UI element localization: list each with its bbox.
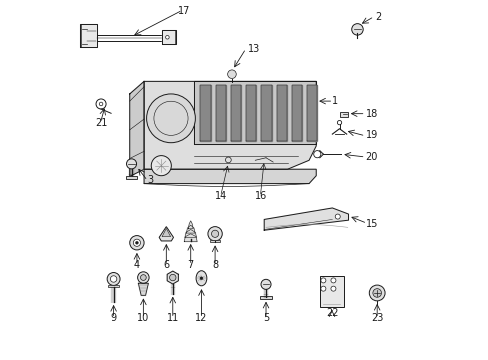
Circle shape — [107, 273, 120, 285]
Polygon shape — [162, 30, 176, 44]
Circle shape — [200, 277, 203, 280]
Polygon shape — [184, 229, 196, 237]
Polygon shape — [138, 283, 148, 296]
Polygon shape — [194, 81, 316, 144]
FancyBboxPatch shape — [319, 276, 344, 307]
Circle shape — [368, 285, 384, 301]
Circle shape — [140, 275, 146, 280]
FancyBboxPatch shape — [260, 296, 271, 299]
Text: 8: 8 — [212, 260, 218, 270]
Circle shape — [335, 214, 340, 219]
Polygon shape — [230, 85, 241, 140]
FancyBboxPatch shape — [108, 285, 119, 287]
Polygon shape — [200, 85, 210, 140]
Polygon shape — [215, 85, 225, 140]
FancyBboxPatch shape — [125, 176, 137, 179]
Polygon shape — [144, 169, 316, 184]
Polygon shape — [276, 85, 286, 140]
Text: 19: 19 — [365, 130, 377, 140]
Circle shape — [225, 157, 231, 163]
Circle shape — [330, 278, 335, 283]
Text: 23: 23 — [370, 313, 383, 323]
Circle shape — [135, 241, 138, 244]
Circle shape — [320, 286, 325, 291]
Polygon shape — [167, 271, 178, 284]
Text: 18: 18 — [365, 109, 377, 119]
Polygon shape — [159, 226, 173, 241]
Text: 2: 2 — [375, 12, 381, 22]
Circle shape — [133, 239, 140, 246]
Polygon shape — [80, 24, 97, 47]
Circle shape — [207, 226, 222, 241]
Text: 5: 5 — [263, 313, 268, 323]
Polygon shape — [186, 225, 195, 233]
Polygon shape — [188, 221, 193, 229]
Circle shape — [211, 230, 218, 237]
Circle shape — [110, 276, 117, 282]
Text: 9: 9 — [110, 313, 117, 323]
Text: 13: 13 — [247, 44, 260, 54]
Circle shape — [137, 272, 149, 283]
Polygon shape — [245, 85, 256, 140]
Polygon shape — [162, 228, 170, 237]
Circle shape — [165, 36, 169, 39]
Circle shape — [261, 279, 270, 289]
Circle shape — [351, 24, 363, 35]
Text: 4: 4 — [134, 260, 140, 270]
Circle shape — [372, 289, 381, 297]
Text: 7: 7 — [187, 260, 193, 270]
Polygon shape — [144, 81, 316, 169]
Circle shape — [126, 159, 136, 169]
Text: 11: 11 — [166, 313, 179, 323]
Text: 16: 16 — [254, 191, 266, 201]
Circle shape — [330, 286, 335, 291]
Text: 20: 20 — [365, 152, 377, 162]
Text: 14: 14 — [215, 191, 227, 201]
Text: 17: 17 — [178, 6, 190, 17]
FancyBboxPatch shape — [339, 112, 347, 117]
Circle shape — [146, 94, 195, 143]
Circle shape — [320, 278, 325, 283]
Polygon shape — [291, 85, 302, 140]
Text: 12: 12 — [195, 313, 207, 323]
Circle shape — [227, 70, 236, 78]
Polygon shape — [261, 85, 271, 140]
Text: 10: 10 — [137, 313, 149, 323]
Ellipse shape — [196, 271, 206, 286]
Circle shape — [169, 274, 176, 281]
Polygon shape — [306, 85, 317, 140]
Circle shape — [129, 235, 144, 250]
Text: 22: 22 — [325, 309, 338, 318]
Text: 21: 21 — [95, 118, 107, 128]
Circle shape — [151, 156, 171, 176]
Polygon shape — [264, 208, 348, 230]
Polygon shape — [184, 234, 197, 242]
Text: 1: 1 — [332, 96, 338, 106]
Text: 15: 15 — [366, 219, 378, 229]
Text: 3: 3 — [147, 175, 154, 185]
Text: 6: 6 — [163, 260, 169, 270]
FancyBboxPatch shape — [210, 240, 220, 242]
Polygon shape — [129, 81, 144, 176]
